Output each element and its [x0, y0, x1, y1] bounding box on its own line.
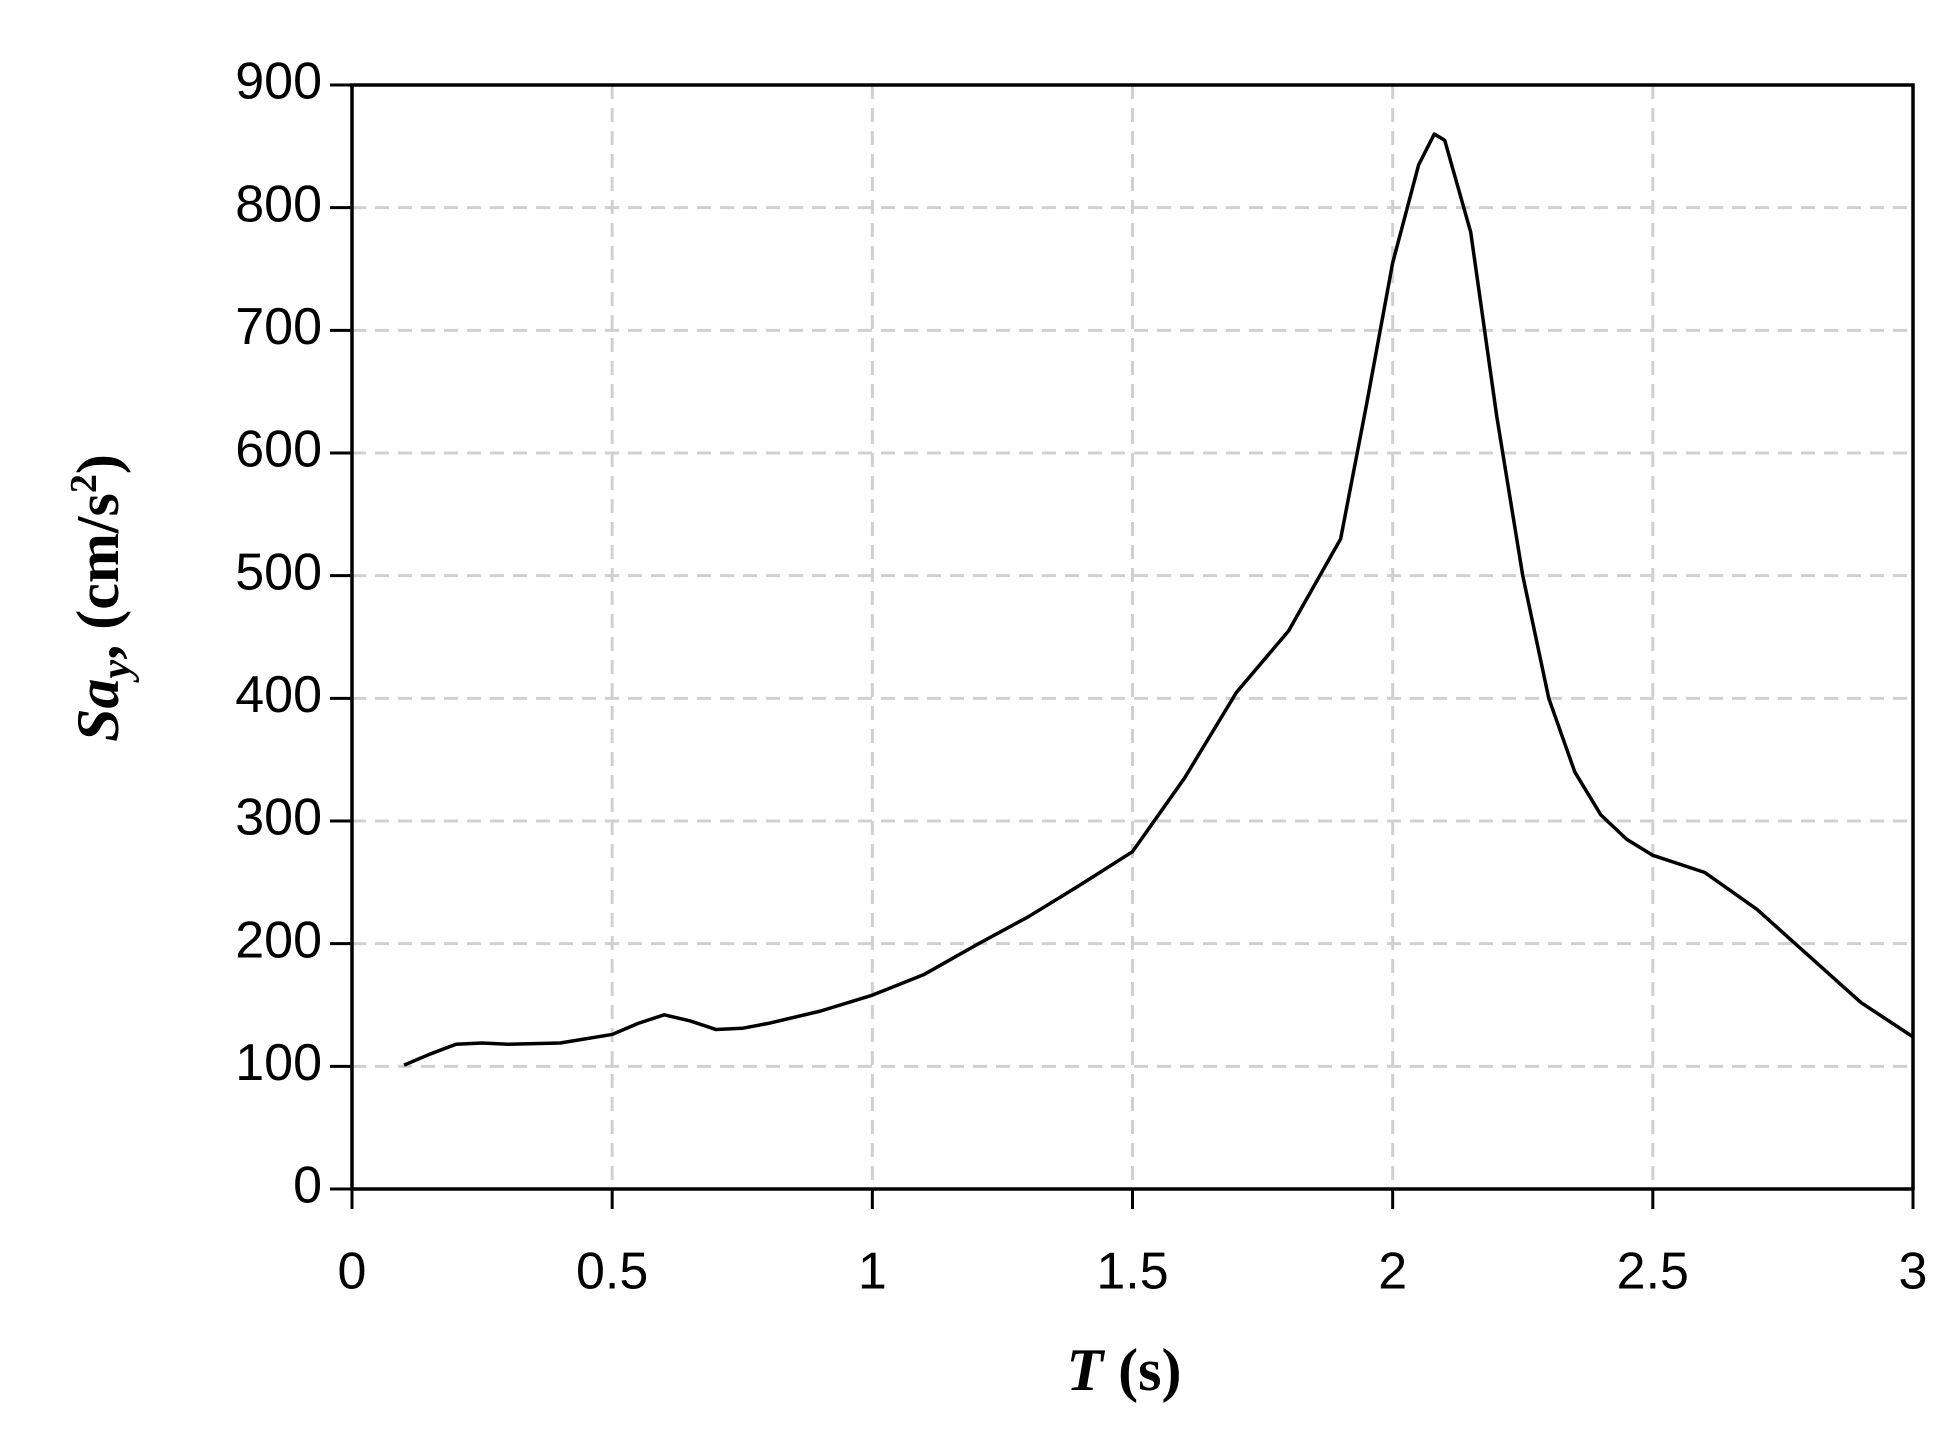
x-tick-label: 0.5: [576, 1243, 648, 1301]
x-label-part: (s): [1103, 1337, 1181, 1403]
y-tick-label: 200: [235, 911, 322, 969]
y-label-part: , (cm/s: [65, 493, 131, 660]
x-tick-label: 0: [338, 1243, 367, 1301]
y-tick-label: 400: [235, 666, 322, 724]
y-tick-label: 100: [235, 1034, 322, 1092]
x-axis-label: T (s): [1067, 1337, 1182, 1403]
plot-frame: [350, 83, 1915, 1191]
x-tick-label: 1: [858, 1243, 887, 1301]
y-axis-label: Say, (cm/s2): [63, 454, 140, 742]
y-label-part: 2: [63, 474, 105, 493]
y-tick-label: 0: [293, 1157, 322, 1215]
y-tick-label: 900: [235, 53, 322, 111]
y-tick-label: 800: [235, 175, 322, 233]
x-tick-label: 3: [1899, 1243, 1928, 1301]
x-tick-label: 2: [1378, 1243, 1407, 1301]
y-tick-label: 300: [235, 789, 322, 847]
x-label-part: T: [1067, 1337, 1106, 1403]
y-label-part: ): [65, 454, 131, 474]
data-line: [403, 132, 1914, 1067]
y-tick-label: 500: [235, 543, 322, 601]
y-tick-label: 600: [235, 421, 322, 479]
y-label-part: Sa: [65, 678, 131, 741]
x-tick-label: 1.5: [1096, 1243, 1168, 1301]
y-tick-label: 700: [235, 298, 322, 356]
x-tick-label: 2.5: [1617, 1243, 1689, 1301]
